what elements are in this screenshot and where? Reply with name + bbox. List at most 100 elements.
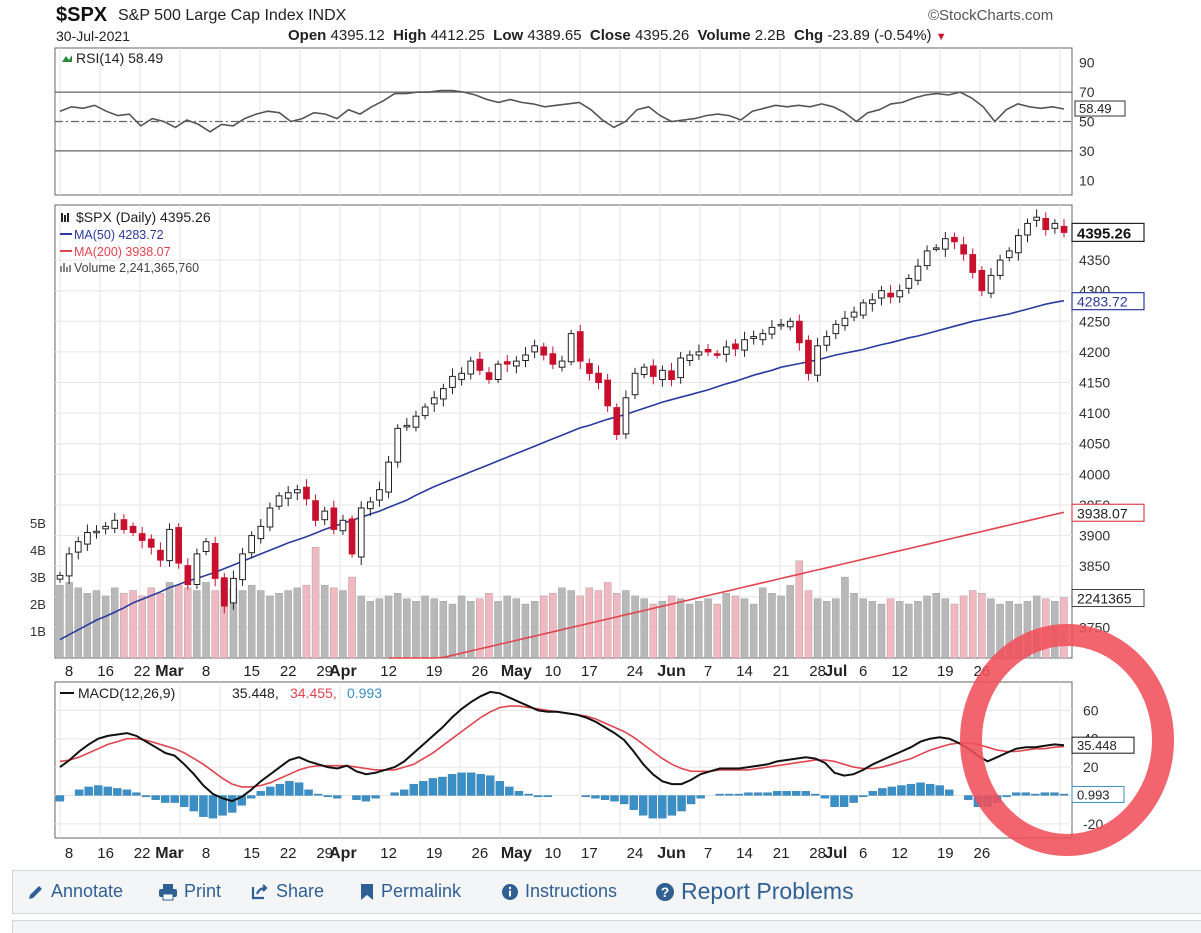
- candle-body: [102, 525, 110, 530]
- price-x-tick-label: 17: [581, 663, 598, 680]
- candle-body: [604, 379, 611, 407]
- volume-bar: [147, 587, 155, 659]
- candle-body: [649, 365, 657, 377]
- volume-bar: [649, 603, 657, 659]
- report-problems-label: Report Problems: [681, 878, 854, 904]
- macd-hist-bar: [916, 782, 925, 796]
- candle-body: [138, 533, 146, 541]
- volume-bar: [156, 593, 165, 659]
- macd-hist-bar: [208, 795, 218, 819]
- candle-body: [120, 519, 128, 531]
- candle-body: [129, 525, 137, 534]
- macd-hist-bar: [476, 774, 485, 796]
- volume-bar: [978, 593, 986, 659]
- volume-bar: [786, 584, 794, 659]
- macd-hist-bar: [686, 795, 696, 805]
- macd-hist-bar: [1021, 792, 1030, 796]
- instructions-label: Instructions: [525, 881, 618, 901]
- macd-hist-bar: [266, 786, 275, 796]
- price-x-tick-label: May: [501, 663, 532, 680]
- macd-x-tick-label: 8: [65, 845, 73, 862]
- annotate-button[interactable]: Annotate: [27, 881, 123, 902]
- volume-bar: [731, 595, 740, 659]
- macd-hist-bar: [256, 791, 265, 796]
- volume-bar: [822, 601, 831, 659]
- bottom-panel: [12, 920, 1201, 933]
- candle-body: [850, 311, 858, 318]
- macd-hist-bar: [811, 793, 820, 796]
- macd-hist-bar: [533, 795, 543, 798]
- price-x-tick-label: 22: [280, 663, 297, 680]
- volume-bar: [795, 560, 803, 659]
- candle-body: [723, 346, 730, 355]
- down-arrow-icon: ▼: [935, 31, 947, 43]
- candle-body: [1033, 216, 1041, 221]
- candle-body: [458, 372, 465, 380]
- candle-body: [412, 415, 420, 428]
- price-x-tick-label: 6: [859, 663, 867, 680]
- volume-bar: [1023, 601, 1032, 659]
- volume-bar: [494, 601, 502, 659]
- hist-legend-value: 0.993: [347, 685, 382, 701]
- volume-bar: [1032, 595, 1041, 659]
- macd-hist-bar: [581, 795, 591, 798]
- ohlc-summary: Open 4395.12 High 4412.25 Low 4389.65 Cl…: [288, 27, 947, 44]
- chg-label: Chg: [793, 27, 824, 44]
- low-label: Low: [493, 27, 524, 44]
- macd-x-tick-label: 12: [380, 845, 397, 862]
- macd-hist-bar: [447, 774, 457, 796]
- rsi-legend-icon: [62, 55, 72, 62]
- price-x-tick-label: 16: [97, 663, 114, 680]
- macd-x-tick-label: Jun: [657, 845, 685, 862]
- volume-bar: [804, 590, 813, 659]
- volume-bar: [950, 603, 959, 659]
- volume-bar: [129, 590, 137, 659]
- macd-x-tick-label: 17: [581, 845, 598, 862]
- volume-bar: [969, 590, 977, 659]
- candle-body: [531, 345, 538, 353]
- candle-body: [111, 519, 119, 529]
- candle-body: [558, 360, 566, 368]
- macd-x-tick-label: 22: [280, 845, 297, 862]
- volume-bar: [311, 547, 320, 659]
- price-tick-label: 4000: [1079, 466, 1110, 482]
- price-x-tick-label: 19: [426, 663, 443, 680]
- print-button[interactable]: Print: [158, 881, 221, 902]
- macd-line: [59, 690, 1065, 803]
- volume-bar: [403, 598, 411, 659]
- volume-bar: [384, 595, 393, 659]
- candle-body: [549, 353, 557, 365]
- svg-text:?: ?: [661, 884, 670, 900]
- volume-bar: [695, 601, 703, 659]
- share-button[interactable]: Share: [250, 881, 324, 902]
- candle-body: [294, 489, 301, 494]
- symbol-title: $SPX: [56, 4, 108, 26]
- candle-body: [1015, 235, 1022, 254]
- price-x-tick-label: 8: [202, 663, 210, 680]
- volume-bar: [941, 598, 950, 659]
- macd-hist-bar: [1050, 792, 1059, 796]
- volume-bar: [622, 590, 630, 659]
- candle-body: [1060, 225, 1068, 233]
- report-problems-button[interactable]: ? Report Problems: [655, 878, 854, 905]
- candle-body: [147, 538, 155, 548]
- permalink-button[interactable]: Permalink: [359, 881, 461, 902]
- candle-body: [65, 553, 73, 577]
- volume-bar: [850, 593, 858, 659]
- volume-bar: [959, 595, 968, 659]
- index-full-name: S&P 500 Large Cap Index: [118, 7, 304, 24]
- price-x-tick-label: 14: [736, 663, 753, 680]
- volume-bar: [348, 576, 356, 659]
- volume-bar: [987, 598, 995, 659]
- candle-body: [677, 357, 684, 379]
- macd-hist-bar: [419, 781, 428, 796]
- macd-hist-bar: [94, 785, 103, 796]
- instructions-button[interactable]: Instructions: [501, 881, 617, 902]
- ma200-legend-text: MA(200) 3938.07: [74, 245, 171, 259]
- volume-bar: [357, 595, 365, 659]
- macd-legend: MACD(12,26,9) 35.448, 34.455, 0.993: [60, 685, 382, 701]
- bookmark-icon: [361, 883, 373, 900]
- candle-body: [403, 424, 411, 428]
- macd-hist-bar: [160, 795, 170, 803]
- price-x-tick-label: 26: [472, 663, 489, 680]
